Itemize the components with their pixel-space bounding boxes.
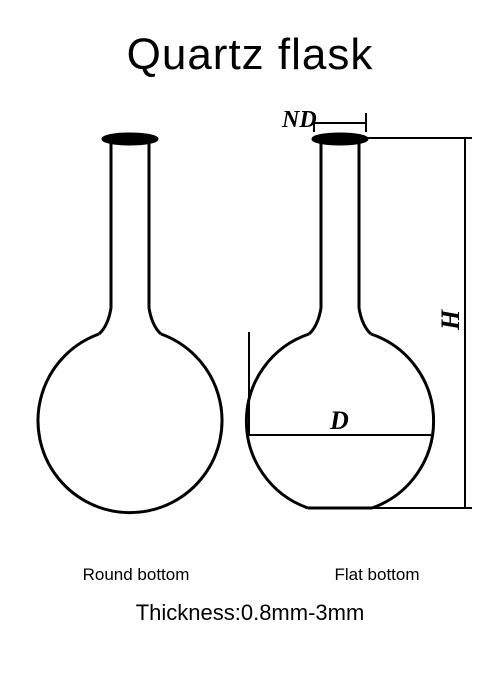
h-label: H [436,309,465,331]
flask-svg: ND D H [0,80,500,560]
flat-bottom-flask [246,134,433,508]
thickness-text: Thickness:0.8mm-3mm [0,600,500,626]
d-label: D [329,406,349,435]
round-bottom-label: Round bottom [41,565,231,585]
nd-dimension [314,113,366,132]
flat-bottom-label: Flat bottom [277,565,477,585]
diagram-area: ND D H [0,80,500,560]
round-bottom-flask [38,134,222,513]
page-title: Quartz flask [0,0,500,80]
nd-label: ND [281,107,317,133]
flask-labels: Round bottom Flat bottom [0,565,500,585]
